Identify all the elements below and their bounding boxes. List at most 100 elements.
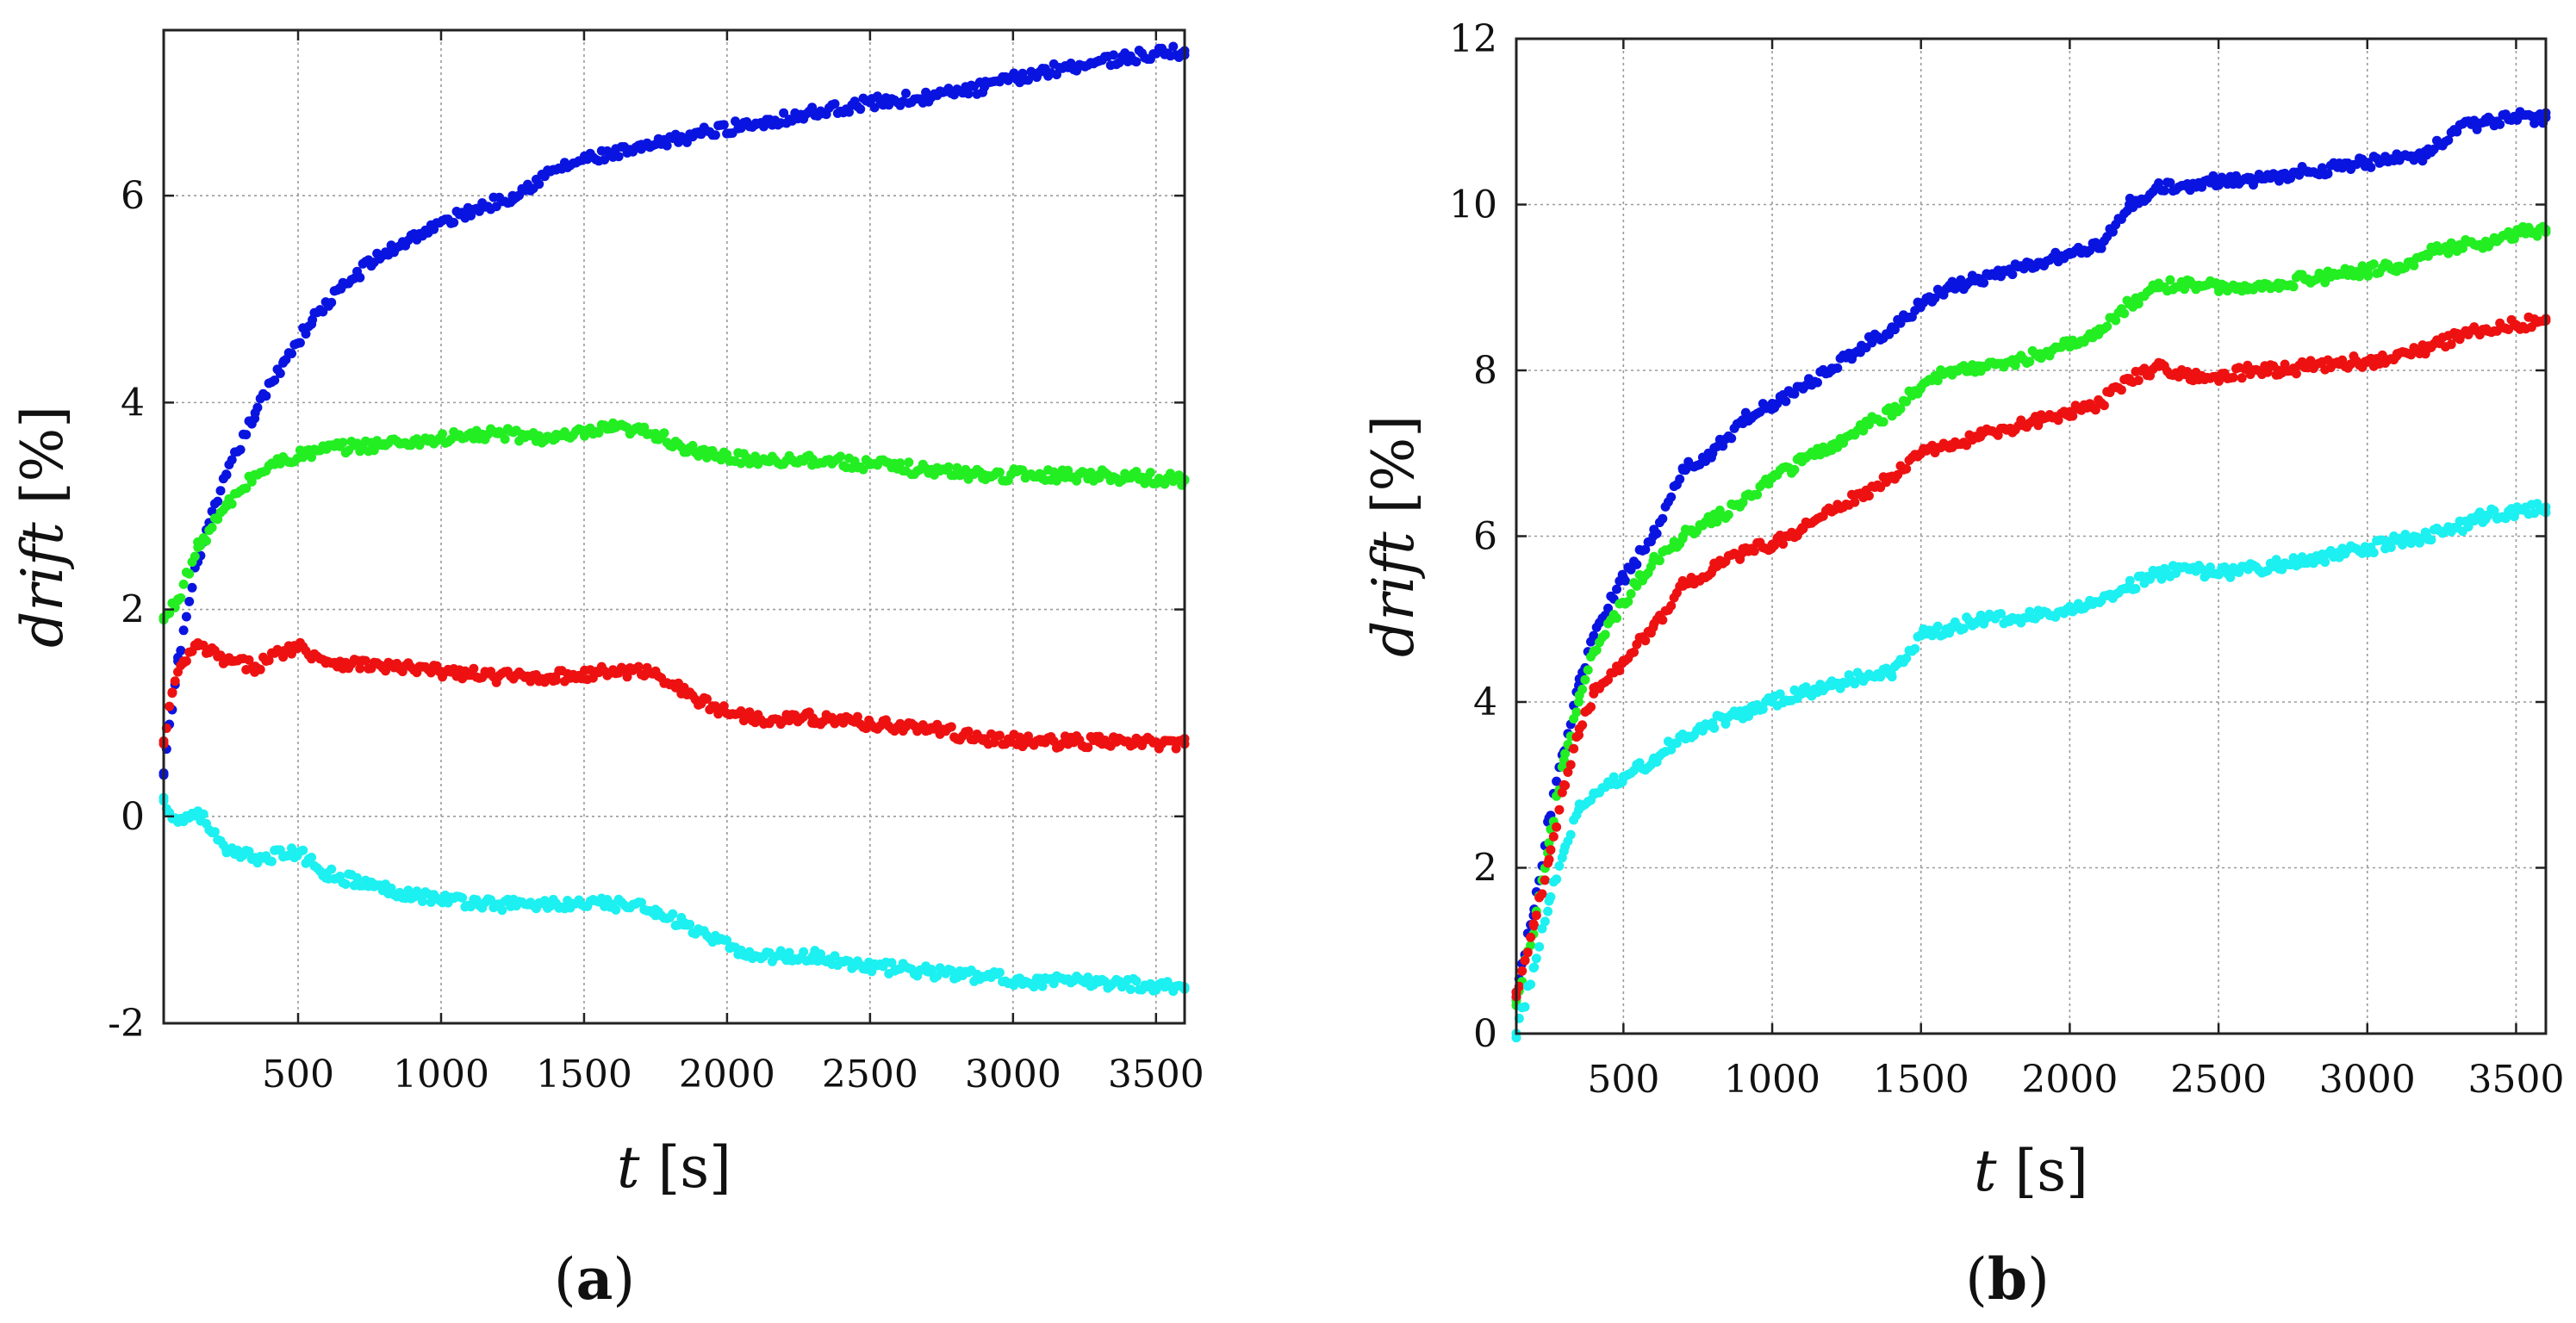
data-point <box>1886 324 1896 334</box>
data-point <box>1648 755 1658 765</box>
data-point <box>1738 548 1747 558</box>
data-point <box>1826 680 1837 691</box>
data-point <box>1797 382 1808 392</box>
data-point <box>2392 535 2402 545</box>
data-point <box>307 853 317 862</box>
x-tick-label: 3500 <box>1108 1053 1204 1096</box>
data-point <box>750 951 761 961</box>
data-point <box>2303 274 2313 284</box>
data-point <box>1615 666 1625 675</box>
data-point <box>1563 767 1573 777</box>
data-point <box>2495 119 2505 129</box>
data-point <box>1626 589 1636 599</box>
y-tick-label: 0 <box>1473 1012 1497 1056</box>
data-point <box>449 217 459 227</box>
data-point <box>173 594 184 605</box>
y-tick-label: 2 <box>121 588 145 632</box>
data-point <box>922 966 932 977</box>
data-point <box>980 469 990 480</box>
data-point <box>2451 332 2461 342</box>
series-cyan-a <box>159 792 1190 997</box>
data-point <box>2085 245 2095 256</box>
data-point <box>1813 377 1822 388</box>
data-point <box>436 894 446 904</box>
data-point <box>731 116 740 127</box>
data-point <box>379 438 389 449</box>
data-point <box>250 407 260 418</box>
data-point <box>507 190 518 201</box>
data-point <box>1520 1002 1530 1012</box>
data-point <box>2320 557 2330 568</box>
data-point <box>2125 581 2134 591</box>
data-point <box>1958 624 1969 634</box>
x-tick-label: 1000 <box>393 1053 489 1096</box>
x-tick-label: 1500 <box>1873 1058 1969 1102</box>
data-point <box>2133 376 2144 386</box>
data-point <box>1910 643 1920 654</box>
data-point <box>2184 370 2193 380</box>
data-point <box>1826 440 1837 450</box>
x-tick-label: 3000 <box>2319 1058 2416 1102</box>
data-point <box>1738 415 1747 425</box>
data-point <box>2165 177 2175 188</box>
data-point <box>1945 440 1956 450</box>
data-point <box>1036 977 1047 987</box>
data-point <box>207 523 217 532</box>
y-tick-label: 6 <box>121 174 145 218</box>
data-point <box>1083 972 1093 983</box>
data-point <box>1976 614 1986 624</box>
data-point <box>1537 923 1547 934</box>
data-point <box>2392 349 2402 359</box>
x-tick-label: 2000 <box>2021 1058 2118 1102</box>
data-point <box>1708 514 1718 525</box>
data-point <box>2025 357 2035 367</box>
data-point <box>355 272 365 283</box>
data-point <box>493 899 503 910</box>
data-point <box>244 655 254 665</box>
data-point <box>165 701 175 711</box>
data-point <box>2064 606 2075 616</box>
data-point <box>1574 804 1584 815</box>
data-point <box>736 706 746 716</box>
data-point <box>2273 171 2283 181</box>
data-point <box>336 283 346 294</box>
plot-frame <box>162 28 1186 1025</box>
data-point <box>1864 491 1874 501</box>
data-point <box>1916 299 1926 309</box>
data-point <box>170 676 180 686</box>
data-point <box>1589 647 1599 657</box>
data-point <box>202 536 211 546</box>
x-tick-label: 500 <box>1587 1058 1659 1102</box>
data-point <box>1723 510 1733 520</box>
data-point <box>1565 829 1576 840</box>
data-point <box>980 972 990 982</box>
data-point <box>1571 707 1582 717</box>
data-point <box>2005 357 2015 367</box>
data-point <box>1658 513 1668 524</box>
data-point <box>1552 776 1562 786</box>
y-tick-label: 4 <box>121 381 145 425</box>
data-point <box>750 713 761 724</box>
data-point <box>636 144 646 154</box>
data-point <box>215 486 226 496</box>
series-green-a <box>159 418 1190 625</box>
data-point <box>1526 979 1536 990</box>
data-point <box>600 155 610 165</box>
data-point <box>321 868 332 879</box>
data-point <box>1618 598 1628 607</box>
chart-panel-b: 500 1000 1500 2000 2500 3000 3500 0 2 4 6 8 10 12 t [s… <box>1360 17 2564 1313</box>
data-point <box>1677 531 1688 541</box>
data-point <box>193 806 203 817</box>
chart-panel-a: 500 1000 1500 2000 2500 3000 3500 -2 0 2 4 6 t [s] dr… <box>9 28 1204 1313</box>
data-point <box>1976 432 1986 442</box>
data-point <box>227 455 237 465</box>
data-point <box>287 349 296 358</box>
data-point <box>2451 523 2461 533</box>
data-point <box>2511 228 2521 239</box>
data-point <box>1559 846 1569 856</box>
data-point <box>694 128 704 139</box>
y-axis-label: drift [%] <box>9 406 76 648</box>
data-point <box>2332 357 2343 367</box>
data-point <box>1036 66 1047 77</box>
data-point <box>2273 560 2283 570</box>
